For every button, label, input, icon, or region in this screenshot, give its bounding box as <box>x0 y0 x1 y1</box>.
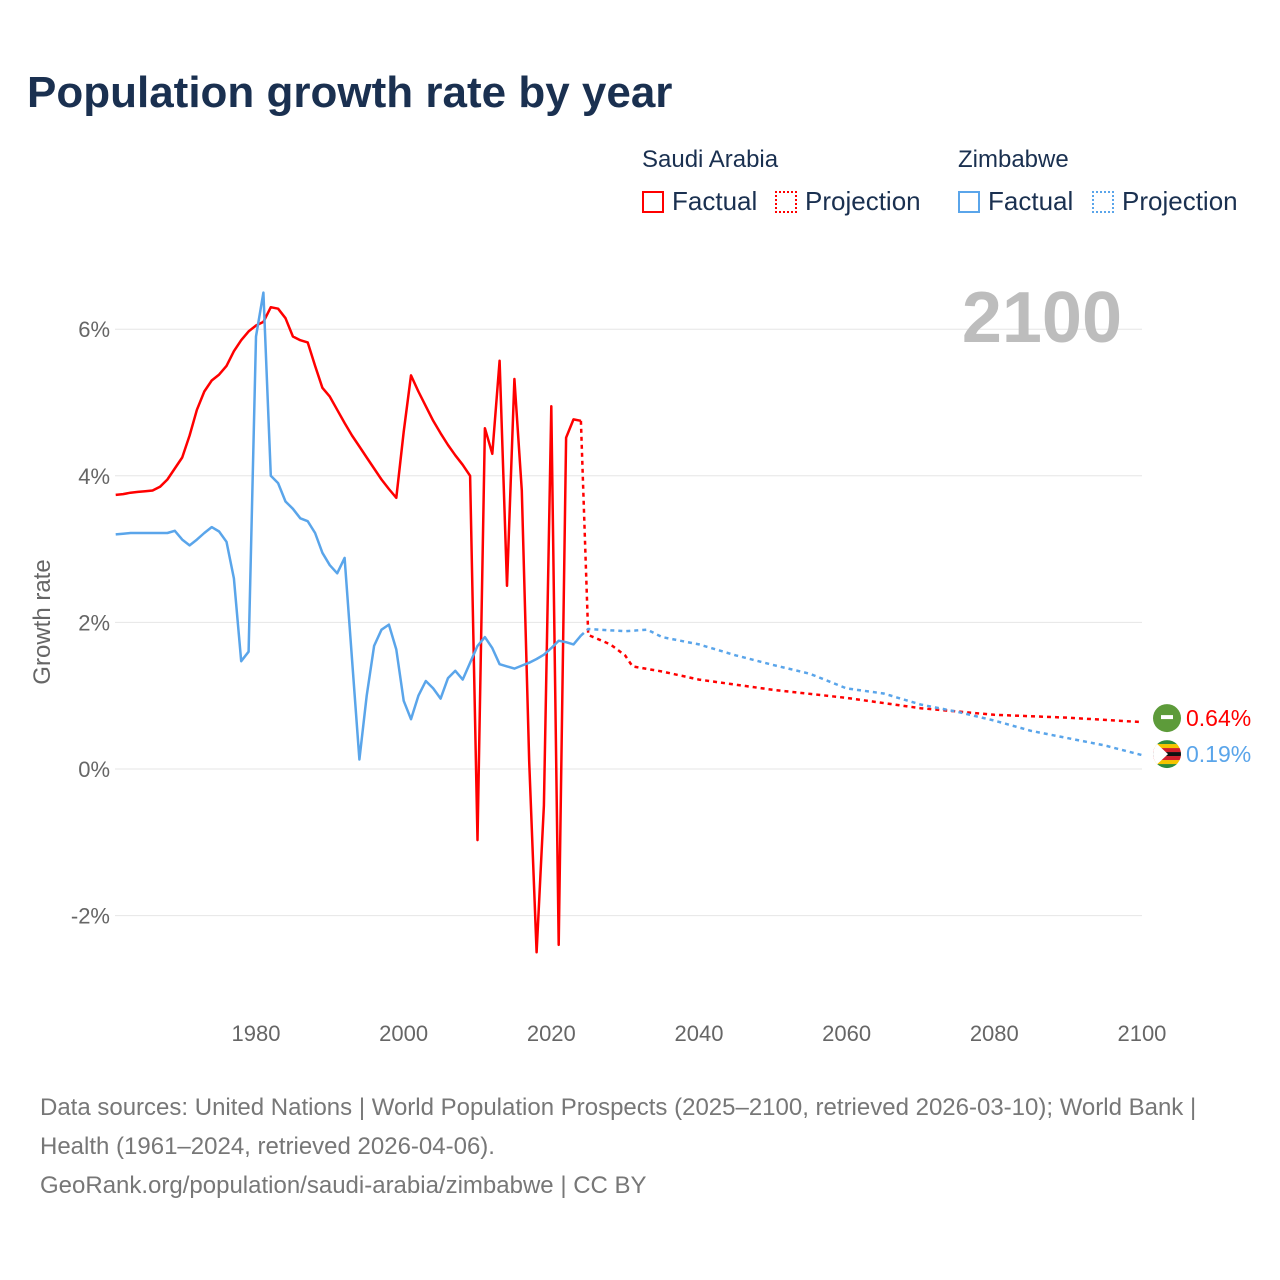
footer-link[interactable]: GeoRank.org/population/saudi-arabia/zimb… <box>40 1172 647 1199</box>
legend-label: Projection <box>1122 186 1238 216</box>
solid-swatch-icon <box>958 190 980 213</box>
zimbabwe-factual-line <box>115 291 582 761</box>
legend-label: Factual <box>672 186 758 216</box>
y-tick-label: 6% <box>78 317 110 342</box>
y-tick-label: -2% <box>71 904 110 929</box>
legend-group-zimbabwe: Zimbabwe <box>958 146 1069 173</box>
legend-label: Projection <box>805 186 921 216</box>
y-axis-label: Growth rate <box>29 559 56 684</box>
y-tick-label: 2% <box>78 610 110 635</box>
dotted-swatch-icon <box>1092 190 1114 213</box>
legend-label: Factual <box>988 186 1074 216</box>
y-tick-label: 4% <box>78 464 110 489</box>
saudi-arabia-end-label: 0.64% <box>1186 705 1251 731</box>
zimbabwe-projection-line <box>580 627 1143 757</box>
x-tick-label: 1980 <box>232 1021 281 1046</box>
saudi-arabia-projection-line <box>579 420 1143 724</box>
dotted-swatch-icon <box>775 190 797 213</box>
x-tick-label: 2000 <box>379 1021 428 1046</box>
x-tick-label: 2020 <box>527 1021 576 1046</box>
footer: Data sources: United Nations | World Pop… <box>40 1088 1240 1205</box>
legend-zimbabwe-factual[interactable]: Factual <box>958 186 1073 217</box>
zimbabwe-end-label: 0.19% <box>1186 741 1251 767</box>
solid-swatch-icon <box>642 190 664 213</box>
year-watermark: 2100 <box>962 278 1122 358</box>
y-tick-label: 0% <box>78 757 110 782</box>
saudi-arabia-factual-line <box>115 305 582 954</box>
legend-saudi-projection[interactable]: Projection <box>775 186 921 217</box>
flag-emblem <box>1161 715 1173 720</box>
chart-title: Population growth rate by year <box>27 68 673 117</box>
x-tick-label: 2060 <box>822 1021 871 1046</box>
x-tick-label: 2040 <box>675 1021 724 1046</box>
x-tick-label: 2080 <box>970 1021 1019 1046</box>
zimbabwe-flag-icon <box>1153 740 1181 769</box>
legend-saudi-factual[interactable]: Factual <box>642 186 757 217</box>
x-tick-label: 2100 <box>1117 1021 1166 1046</box>
legend-zimbabwe-projection[interactable]: Projection <box>1092 186 1238 217</box>
legend-group-saudi-arabia: Saudi Arabia <box>642 146 779 173</box>
footer-sources: Data sources: United Nations | World Pop… <box>40 1094 1197 1160</box>
